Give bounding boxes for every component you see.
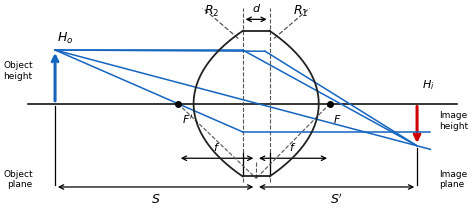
Text: $d$: $d$ — [252, 2, 261, 14]
Text: $H_i$: $H_i$ — [421, 78, 434, 92]
Text: $H_o$: $H_o$ — [57, 31, 73, 46]
Text: $f$: $f$ — [290, 141, 297, 153]
Text: $F$: $F$ — [334, 113, 342, 125]
Text: Object
height: Object height — [3, 61, 33, 81]
Text: $S$: $S$ — [151, 193, 160, 206]
Text: $S'$: $S'$ — [330, 193, 343, 207]
Text: $R_1$: $R_1$ — [293, 4, 309, 19]
Text: $f$: $f$ — [213, 141, 221, 153]
Text: Image
plane: Image plane — [439, 170, 468, 189]
Text: Image
height: Image height — [439, 111, 468, 131]
Text: Object
plane: Object plane — [3, 170, 33, 189]
Text: $F'$: $F'$ — [182, 113, 193, 126]
Text: $R_2$: $R_2$ — [204, 4, 219, 19]
